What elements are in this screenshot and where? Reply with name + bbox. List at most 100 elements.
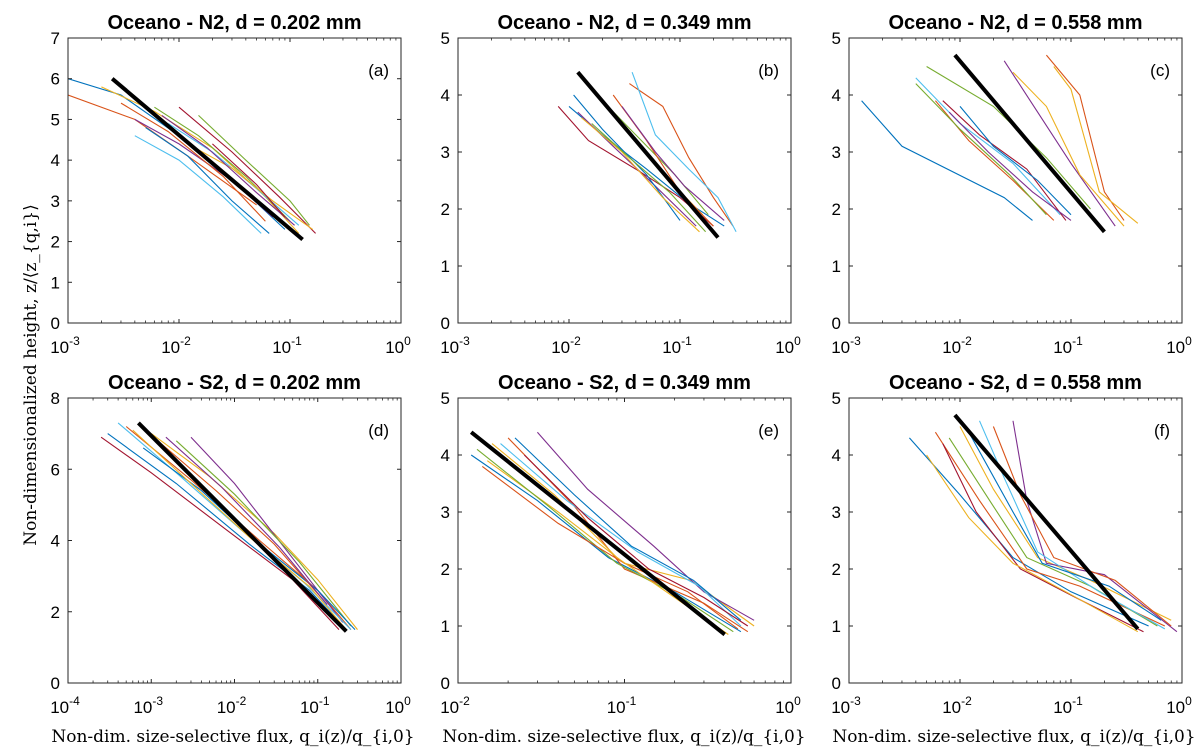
y-tick-label: 2 [441, 200, 450, 219]
series-line [470, 454, 742, 633]
y-tick-label: 2 [51, 233, 60, 252]
series-line [915, 77, 1061, 216]
y-tick-label: 0 [51, 674, 60, 693]
x-axis-label-right: Non-dim. size-selective flux, q_i(z)/q_{… [832, 727, 1195, 747]
fit-line [953, 413, 1140, 631]
series-line [175, 440, 352, 627]
y-tick-label: 2 [51, 603, 60, 622]
series-line [621, 106, 725, 221]
x-tick-label: 10-3 [440, 334, 470, 357]
fit-line [136, 421, 348, 633]
y-tick-label: 0 [441, 314, 450, 333]
series-group [557, 70, 737, 239]
series-line [968, 431, 1162, 621]
y-tick-label: 3 [441, 503, 450, 522]
y-tick-label: 6 [51, 460, 60, 479]
x-axis-label-left: Non-dim. size-selective flux, q_i(z)/q_{… [51, 727, 414, 747]
plot-frame [848, 37, 1183, 324]
panel-label: (e) [758, 421, 779, 440]
y-tick-label: 4 [832, 446, 841, 465]
x-tick-label: 10-2 [942, 694, 972, 717]
chart-title: Oceano - N2, d = 0.349 mm [498, 12, 752, 34]
series-line [198, 115, 310, 226]
series-line [1012, 71, 1125, 227]
series-group [861, 53, 1139, 234]
series-line [959, 426, 1172, 621]
y-tick-label: 5 [51, 110, 60, 129]
series-line [959, 106, 1072, 216]
series-group [908, 413, 1178, 633]
y-tick-label: 4 [51, 151, 60, 170]
series-line [1003, 60, 1116, 227]
chart-panel-1: Oceano - N2, d = 0.202 mm 0 1 2 3 4 5 6 7 10-3 10-… [50, 12, 411, 357]
y-tick-label: 2 [441, 560, 450, 579]
series-line [134, 135, 262, 234]
x-tick-label: 10-2 [161, 334, 191, 357]
x-tick-label: 10-2 [551, 334, 581, 357]
series-line [157, 440, 325, 602]
series-line [942, 100, 1067, 221]
y-axis-label: Non-dimensionalized height, z/⟨z_{q,i}⟩ [21, 204, 41, 546]
y-tick-label: 2 [832, 200, 841, 219]
y-tick-label: 3 [832, 503, 841, 522]
series-line [212, 143, 286, 218]
y-tick-label: 1 [832, 617, 841, 636]
chart-panel-5: Oceano - S2, d = 0.349 mm 0 1 2 3 4 5 10-2 10-1 1… [440, 372, 801, 717]
panel-label: (d) [368, 421, 389, 440]
plot-frame [67, 37, 402, 324]
chart-panel-2: Oceano - N2, d = 0.349 mm 0 1 2 3 4 5 10-3 10-2 1… [440, 12, 801, 357]
x-tick-label: 10-1 [1053, 334, 1083, 357]
series-line [500, 443, 742, 627]
x-tick-label: 10-2 [942, 334, 972, 357]
x-tick-label: 10-1 [607, 694, 637, 717]
series-line [491, 443, 729, 635]
series-group [469, 430, 755, 637]
y-tick-label: 5 [832, 29, 841, 48]
y-tick-label: 0 [51, 314, 60, 333]
y-tick-label: 1 [441, 617, 450, 636]
y-tick-label: 5 [441, 389, 450, 408]
series-line [107, 433, 344, 627]
plot-frame [848, 397, 1183, 684]
series-line [934, 431, 1166, 627]
y-tick-label: 1 [51, 273, 60, 292]
chart-panel-4: Oceano - S2, d = 0.202 mm 0 2 4 6 8 10-4 10-3 10… [50, 372, 411, 717]
plot-frame [457, 37, 792, 324]
series-line [978, 420, 1166, 630]
chart-title: Oceano - S2, d = 0.202 mm [108, 372, 361, 394]
panel-label: (b) [758, 61, 779, 80]
series-line [125, 426, 352, 630]
y-tick-label: 0 [832, 674, 841, 693]
x-tick-label: 10-1 [272, 334, 302, 357]
y-tick-label: 1 [441, 257, 450, 276]
y-tick-label: 0 [832, 314, 841, 333]
x-tick-label: 10-2 [217, 694, 247, 717]
series-line [629, 83, 734, 227]
series-line [68, 94, 257, 206]
series-line [481, 465, 739, 630]
series-line [523, 454, 749, 627]
series-line [631, 72, 737, 233]
x-tick-label: 10-1 [1053, 694, 1083, 717]
y-tick-label: 7 [51, 29, 60, 48]
x-tick-label: 100 [775, 694, 801, 717]
series-line [161, 114, 295, 226]
y-tick-label: 4 [441, 86, 450, 105]
y-tick-label: 3 [441, 143, 450, 162]
fit-line [576, 70, 720, 239]
series-line [536, 431, 755, 621]
series-line [187, 143, 314, 230]
x-tick-label: 10-1 [300, 694, 330, 717]
series-line [581, 117, 700, 233]
series-line [1012, 420, 1178, 633]
chart-title: Oceano - S2, d = 0.558 mm [889, 372, 1142, 394]
series-group [100, 421, 358, 633]
chart-title: Oceano - N2, d = 0.558 mm [889, 12, 1143, 34]
panel-label: (a) [368, 61, 389, 80]
x-tick-label: 10-3 [50, 334, 80, 357]
series-line [476, 448, 734, 633]
series-line [908, 437, 1149, 627]
chart-panel-6: Oceano - S2, d = 0.558 mm 0 1 2 3 4 5 10-3 10-2 1… [831, 372, 1192, 717]
y-tick-label: 0 [441, 674, 450, 693]
